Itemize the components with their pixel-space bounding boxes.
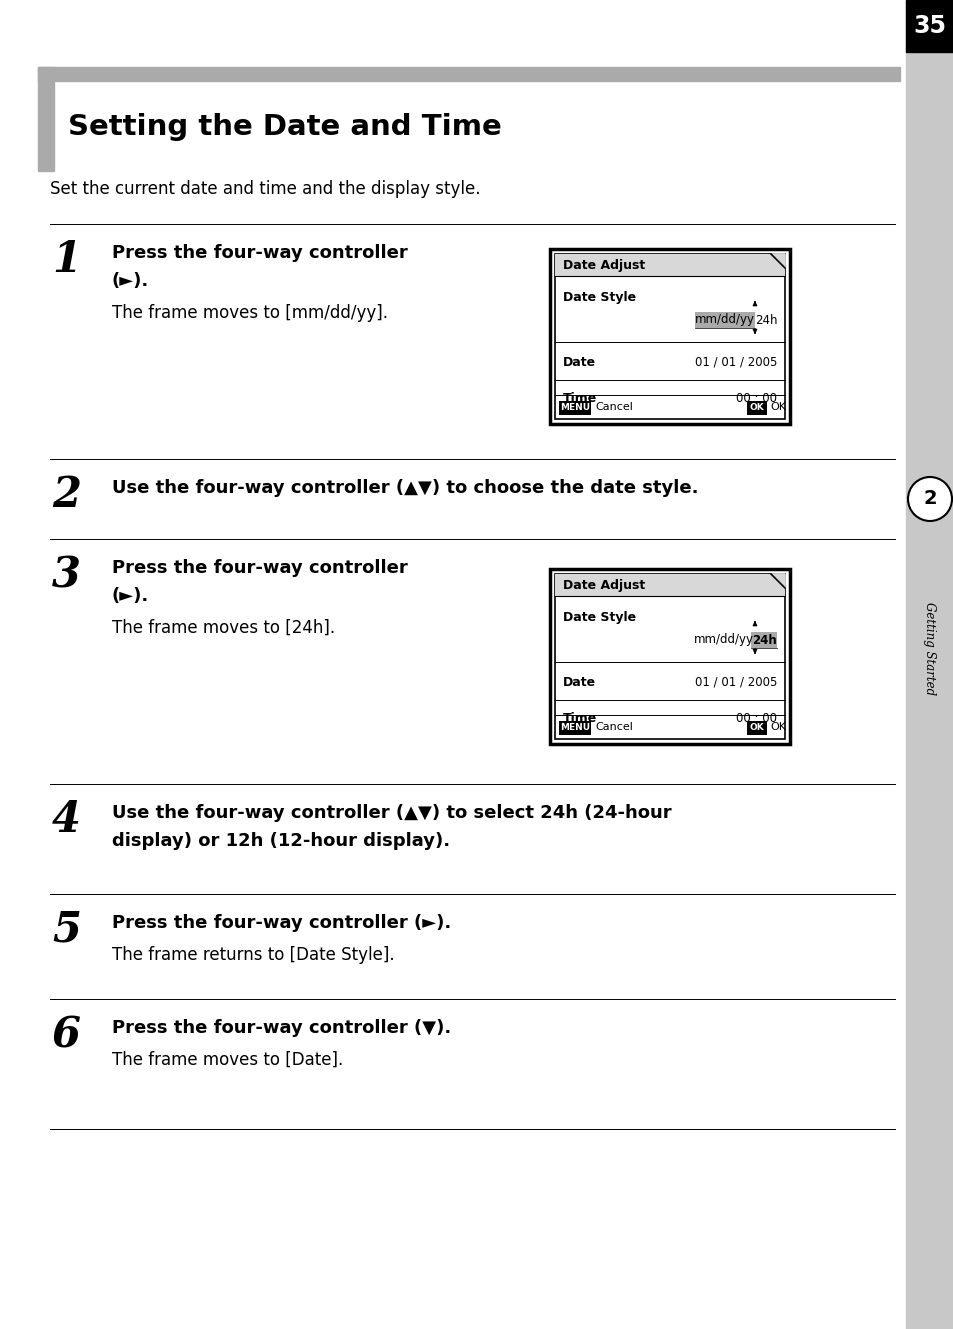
Text: The frame moves to [24h].: The frame moves to [24h]. [112,619,335,637]
Text: 5: 5 [52,909,81,952]
Text: mm/dd/yy: mm/dd/yy [693,634,753,646]
Text: Press the four-way controller (▼).: Press the four-way controller (▼). [112,1019,451,1037]
Polygon shape [770,574,784,587]
Text: Date Style: Date Style [562,611,636,625]
Text: Press the four-way controller: Press the four-way controller [112,560,407,577]
Text: MENU: MENU [559,723,590,731]
Bar [695,312,754,328]
Circle shape [907,477,951,521]
Bar [746,722,766,735]
Text: Press the four-way controller (►).: Press the four-way controller (►). [112,914,451,932]
Text: 2: 2 [923,489,936,509]
Bar [555,254,784,276]
Text: Date Style: Date Style [562,291,636,304]
Bar [550,569,789,744]
Text: Cancel: Cancel [595,401,632,412]
Text: 00 : 00: 00 : 00 [735,392,776,404]
Text: Set the current date and time and the display style.: Set the current date and time and the di… [50,179,480,198]
Polygon shape [770,254,784,268]
Text: MENU: MENU [559,403,590,412]
Text: OK: OK [769,722,785,732]
Bar [905,0,953,52]
Text: The frame moves to [Date].: The frame moves to [Date]. [112,1051,343,1069]
Text: 00 : 00: 00 : 00 [735,711,776,724]
Text: (►).: (►). [112,272,149,290]
Bar [558,401,590,415]
Text: Getting Started: Getting Started [923,602,936,695]
Text: 6: 6 [52,1014,81,1057]
Text: mm/dd/yy: mm/dd/yy [695,314,754,327]
Text: 1: 1 [52,239,81,280]
Bar [555,574,784,595]
Bar [750,633,776,649]
Text: Cancel: Cancel [595,722,632,732]
Text: display) or 12h (12-hour display).: display) or 12h (12-hour display). [112,832,450,851]
Bar [558,722,590,735]
Text: OK: OK [769,401,785,412]
Text: OK: OK [749,403,763,412]
Text: Date Adjust: Date Adjust [562,259,644,271]
Text: 35: 35 [913,15,945,39]
Text: (►).: (►). [112,587,149,605]
Bar [746,401,766,415]
Text: Use the four-way controller (▲▼) to select 24h (24-hour: Use the four-way controller (▲▼) to sele… [112,804,671,823]
Text: Date Adjust: Date Adjust [562,578,644,591]
Text: 24h: 24h [752,634,777,646]
Text: Date: Date [562,675,596,688]
Text: The frame moves to [mm/dd/yy].: The frame moves to [mm/dd/yy]. [112,304,388,322]
Bar [38,66,54,171]
Text: 01 / 01 / 2005: 01 / 01 / 2005 [694,355,776,368]
Text: The frame returns to [Date Style].: The frame returns to [Date Style]. [112,946,395,964]
Bar [905,0,953,1329]
Text: OK: OK [749,723,763,731]
Text: 3: 3 [52,554,81,595]
Text: Press the four-way controller: Press the four-way controller [112,245,407,262]
Text: Use the four-way controller (▲▼) to choose the date style.: Use the four-way controller (▲▼) to choo… [112,478,698,497]
Bar [555,574,784,739]
Text: Time: Time [562,392,597,404]
Text: Date: Date [562,355,596,368]
Text: Setting the Date and Time: Setting the Date and Time [68,113,501,141]
Text: 2: 2 [52,474,81,516]
Text: Time: Time [562,711,597,724]
Bar [38,66,899,81]
Text: 01 / 01 / 2005: 01 / 01 / 2005 [694,675,776,688]
Bar [550,249,789,424]
Text: 4: 4 [52,799,81,841]
Bar [555,254,784,419]
Text: 24h: 24h [754,314,777,327]
